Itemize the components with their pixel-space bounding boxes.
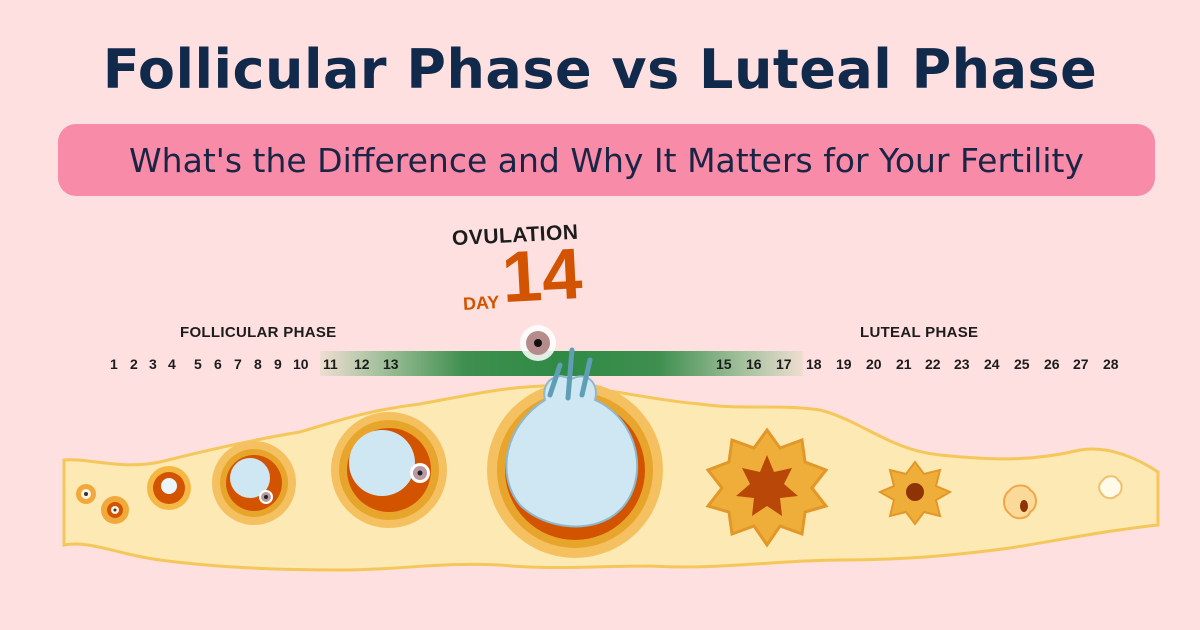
regressing-corpus-luteum-icon (877, 460, 953, 526)
follicular-phase-label: FOLLICULAR PHASE (180, 324, 337, 341)
day-16: 16 (746, 356, 762, 372)
subtitle-text: What's the Difference and Why It Matters… (129, 140, 1084, 180)
secondary-follicle-icon (212, 441, 296, 525)
day-7: 7 (234, 356, 242, 372)
graafian-follicle-icon (487, 347, 663, 558)
primary-follicle-icon (147, 466, 191, 510)
day-23: 23 (954, 356, 970, 372)
day-15: 15 (716, 356, 732, 372)
luteal-phase-label: LUTEAL PHASE (860, 324, 979, 341)
day-4: 4 (168, 356, 176, 372)
day-27: 27 (1073, 356, 1089, 372)
day-18: 18 (806, 356, 822, 372)
day-17: 17 (776, 356, 792, 372)
corpus-albicans-icon (1003, 484, 1037, 520)
day-12: 12 (354, 356, 370, 372)
day-28: 28 (1103, 356, 1119, 372)
day-24: 24 (984, 356, 1000, 372)
day-10: 10 (293, 356, 309, 372)
day-2: 2 (130, 356, 138, 372)
day-13: 13 (383, 356, 399, 372)
day-21: 21 (896, 356, 912, 372)
day-20: 20 (866, 356, 882, 372)
day-3: 3 (149, 356, 157, 372)
day-1: 1 (110, 356, 118, 372)
day-11: 11 (323, 356, 338, 372)
tertiary-follicle-icon (331, 412, 447, 528)
day-5: 5 (194, 356, 202, 372)
day-9: 9 (274, 356, 282, 372)
day-25: 25 (1014, 356, 1030, 372)
corpus-luteum-icon (705, 427, 829, 548)
corpus-albicans-small-icon (1098, 475, 1123, 500)
day-26: 26 (1044, 356, 1060, 372)
released-egg-icon (520, 325, 556, 361)
page-title: Follicular Phase vs Luteal Phase (102, 38, 1098, 101)
primordial-follicle-icon (76, 484, 96, 504)
subtitle-banner: What's the Difference and Why It Matters… (58, 124, 1155, 196)
primordial-follicle-icon (101, 496, 129, 524)
day-6: 6 (214, 356, 222, 372)
day-19: 19 (836, 356, 852, 372)
day-22: 22 (925, 356, 941, 372)
day-8: 8 (254, 356, 262, 372)
